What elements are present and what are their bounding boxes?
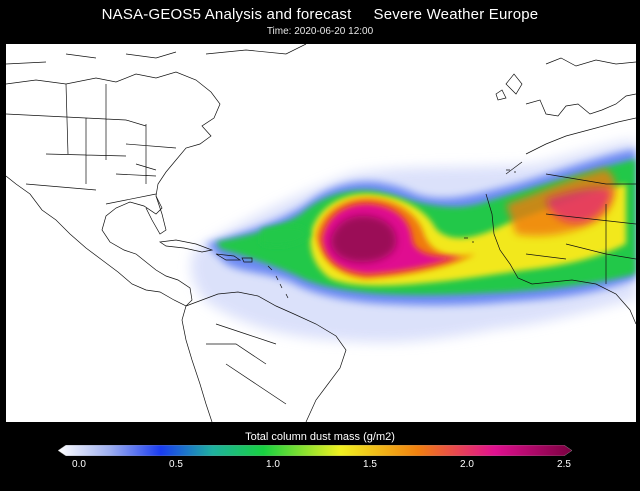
colorbar-tick-label: 1.0 bbox=[266, 459, 280, 470]
time-label: Time: 2020-06-20 12:00 bbox=[266, 26, 374, 37]
colorbar-title: Total column dust mass (g/m2) bbox=[245, 431, 395, 443]
colorbar-tick-label: 0.0 bbox=[72, 459, 86, 470]
colorbar-tick-label: 0.5 bbox=[169, 459, 183, 470]
map-canvas bbox=[6, 44, 636, 422]
map-title: NASA-GEOS5 Analysis and forecast Severe W… bbox=[0, 6, 640, 23]
north-america bbox=[6, 71, 221, 307]
colorbar-ticks: 0.0 0.5 1.0 1.5 2.0 2.5 bbox=[0, 459, 640, 473]
africa bbox=[485, 117, 636, 325]
colorbar-tick-label: 2.5 bbox=[557, 459, 571, 470]
colorbar-tick-label: 1.5 bbox=[363, 459, 377, 470]
greenland bbox=[6, 44, 307, 65]
dust-plume bbox=[190, 139, 636, 343]
colorbar bbox=[58, 445, 572, 456]
dust-map[interactable] bbox=[6, 44, 636, 422]
europe bbox=[495, 57, 636, 117]
title-left: NASA-GEOS5 Analysis and forecast bbox=[101, 6, 352, 23]
south-america bbox=[181, 291, 347, 422]
colorbar-tick-label: 2.0 bbox=[460, 459, 474, 470]
caribbean-islands bbox=[159, 239, 289, 299]
title-right: Severe Weather Europe bbox=[373, 6, 539, 23]
coastlines bbox=[6, 44, 636, 422]
